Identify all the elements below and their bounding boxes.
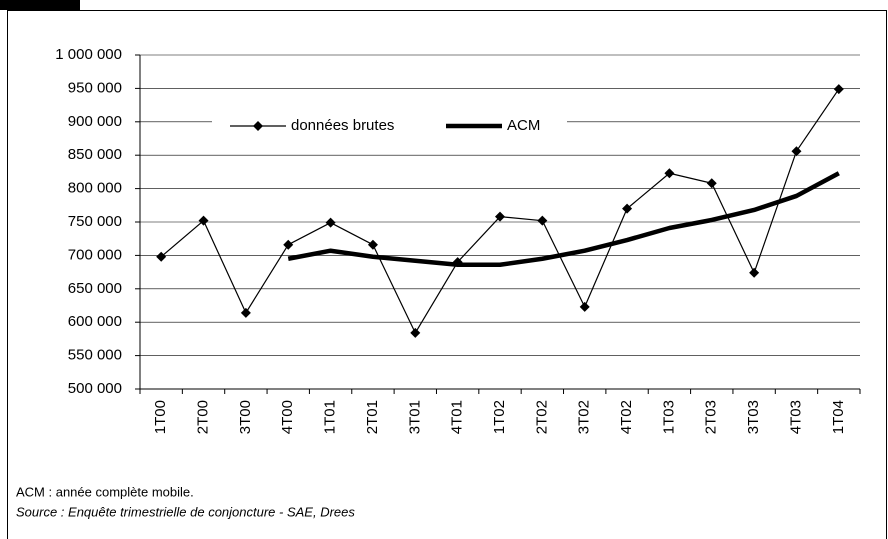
- data-point: [325, 217, 336, 228]
- x-tick-label: 1T04: [830, 400, 847, 434]
- y-tick-label: 850 000: [68, 146, 122, 163]
- y-tick-label: 700 000: [68, 246, 122, 263]
- data-point: [495, 211, 505, 222]
- y-tick-label: 1 000 000: [55, 46, 122, 63]
- frame: [7, 10, 887, 539]
- x-tick-label: 4T00: [279, 400, 296, 434]
- data-point: [579, 301, 590, 312]
- legend-marker: [253, 121, 263, 131]
- x-tick-label: 3T01: [406, 400, 423, 434]
- legend-label: données brutes: [291, 117, 394, 134]
- data-point: [833, 84, 844, 95]
- x-tick-label: 1T00: [152, 400, 169, 434]
- x-tick-label: 2T03: [703, 400, 720, 434]
- data-point: [410, 327, 421, 338]
- x-tick-label: 2T01: [364, 400, 381, 434]
- data-point: [791, 146, 802, 157]
- data-point: [156, 251, 167, 262]
- data-point: [664, 168, 675, 179]
- x-tick-label: 4T02: [618, 400, 635, 434]
- x-tick-label: 1T03: [660, 400, 677, 434]
- data-point: [283, 239, 294, 250]
- y-tick-label: 650 000: [68, 280, 122, 297]
- x-tick-label: 3T02: [576, 400, 593, 434]
- header-tab: [0, 0, 80, 10]
- x-tick-label: 3T00: [237, 400, 254, 434]
- y-tick-label: 750 000: [68, 213, 122, 230]
- x-tick-label: 4T01: [449, 400, 466, 434]
- y-tick-label: 600 000: [68, 313, 122, 330]
- legend: données brutes ACM: [212, 112, 567, 142]
- x-tick-label: 2T00: [194, 400, 211, 434]
- data-point: [198, 215, 209, 226]
- data-point: [537, 215, 548, 226]
- y-tick-label: 950 000: [68, 79, 122, 96]
- x-tick-label: 3T03: [745, 400, 762, 434]
- x-tick-label: 1T02: [491, 400, 508, 434]
- data-point: [706, 178, 717, 189]
- note: ACM : année complète mobile.: [16, 484, 194, 499]
- series-line: [287, 171, 840, 268]
- y-tick-label: 800 000: [68, 180, 122, 197]
- x-tick-label: 2T02: [533, 400, 550, 434]
- x-tick-label: 4T03: [787, 400, 804, 434]
- data-point: [240, 307, 251, 318]
- source: Source : Enquête trimestrielle de conjon…: [16, 504, 355, 519]
- x-tick-label: 1T01: [322, 400, 339, 434]
- data-point: [622, 203, 633, 214]
- legend-label: ACM: [507, 117, 540, 134]
- y-tick-label: 500 000: [68, 380, 122, 397]
- legend-box: [212, 112, 567, 142]
- data-point: [367, 239, 378, 250]
- y-tick-label: 550 000: [68, 347, 122, 364]
- y-tick-label: 900 000: [68, 113, 122, 130]
- data-point: [749, 267, 760, 278]
